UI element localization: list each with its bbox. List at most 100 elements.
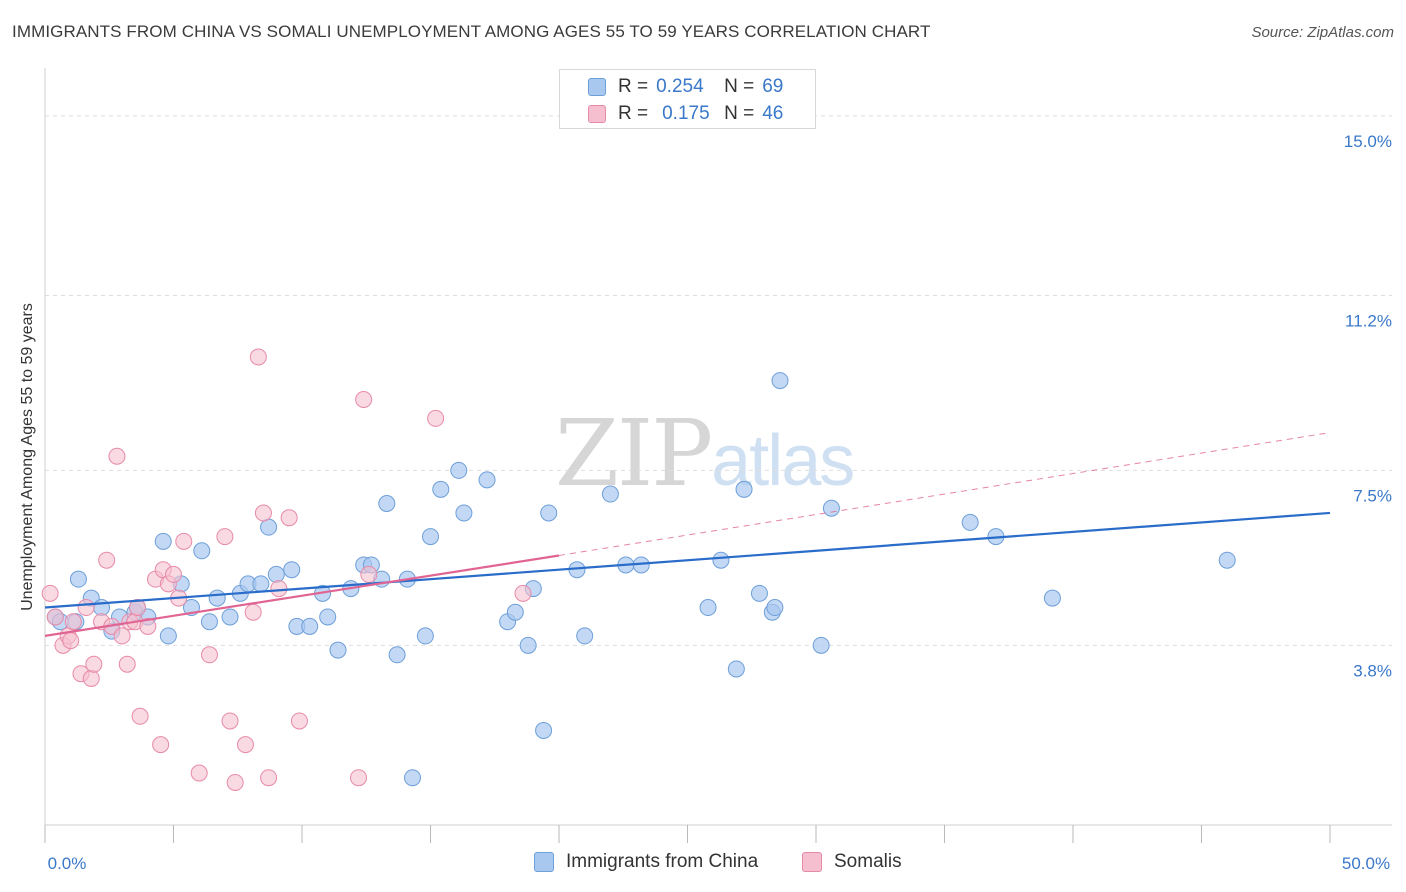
somali-trend-line bbox=[44, 554, 560, 637]
china-point bbox=[154, 532, 172, 550]
somali-point bbox=[108, 447, 126, 465]
legend-label-china: Immigrants from China bbox=[566, 851, 759, 872]
china-point bbox=[422, 528, 439, 546]
china-point bbox=[404, 769, 422, 787]
somali-point bbox=[216, 528, 234, 546]
somali-point bbox=[254, 504, 272, 522]
china-point bbox=[283, 561, 301, 579]
china-point bbox=[812, 636, 830, 654]
china-point bbox=[319, 608, 337, 626]
china-point bbox=[822, 499, 840, 517]
china-point bbox=[506, 603, 524, 621]
legend-row-somali: R = 0.175 N = 46 bbox=[588, 101, 783, 127]
china-point bbox=[208, 589, 226, 607]
china-swatch bbox=[534, 852, 554, 872]
china-point bbox=[267, 565, 285, 583]
somali-point bbox=[360, 565, 378, 583]
china-point bbox=[252, 575, 270, 593]
somali-point bbox=[118, 655, 136, 673]
somali-point bbox=[221, 712, 239, 730]
china-point bbox=[159, 627, 177, 645]
china-point bbox=[735, 480, 753, 498]
china-point bbox=[200, 613, 218, 631]
watermark-atlas: atlas bbox=[711, 421, 855, 501]
china-point bbox=[961, 513, 979, 531]
somali-point bbox=[190, 764, 208, 782]
legend-item-somali[interactable]: Somalis bbox=[802, 851, 902, 873]
china-point bbox=[416, 627, 434, 645]
y-axis-label: Unemployment Among Ages 55 to 59 years bbox=[19, 303, 36, 611]
somali-point bbox=[355, 390, 373, 408]
china-point bbox=[771, 372, 789, 390]
somali-swatch bbox=[802, 852, 822, 872]
somali-point bbox=[129, 599, 147, 617]
china-point bbox=[699, 599, 717, 617]
somali-point bbox=[85, 655, 103, 673]
china-point bbox=[766, 599, 784, 617]
somali-point bbox=[175, 532, 193, 550]
china-point bbox=[1218, 551, 1236, 569]
china-point bbox=[1043, 589, 1061, 607]
somali-point bbox=[46, 608, 64, 626]
somali-point bbox=[236, 736, 254, 754]
china-trend-line bbox=[44, 511, 1331, 609]
somali-point bbox=[165, 565, 182, 583]
china-point bbox=[69, 570, 87, 588]
somali-point bbox=[270, 580, 288, 598]
china-point bbox=[750, 584, 768, 602]
china-point bbox=[260, 518, 278, 536]
legend-label-somali: Somalis bbox=[834, 851, 902, 872]
china-point bbox=[601, 485, 619, 503]
somali-point bbox=[226, 773, 244, 791]
china-swatch bbox=[588, 78, 606, 96]
somali-point bbox=[427, 409, 445, 427]
china-point bbox=[329, 641, 347, 659]
china-point bbox=[221, 608, 239, 626]
somali-point bbox=[350, 769, 368, 787]
y-tick-label: 7.5% bbox=[1353, 486, 1392, 505]
china-point bbox=[193, 542, 211, 560]
somali-trend-extension bbox=[558, 432, 1331, 557]
source-label: Source: ZipAtlas.com bbox=[1251, 24, 1394, 41]
somali-point bbox=[152, 736, 170, 754]
china-point bbox=[727, 660, 745, 678]
china-point bbox=[455, 504, 473, 522]
china-point bbox=[540, 504, 558, 522]
somali-point bbox=[82, 669, 100, 687]
y-tick-label: 11.2% bbox=[1345, 311, 1392, 330]
n-label: N = bbox=[724, 103, 755, 124]
china-point bbox=[712, 551, 730, 569]
n-value: 46 bbox=[762, 103, 784, 124]
chart-title: IMMIGRANTS FROM CHINA VS SOMALI UNEMPLOY… bbox=[12, 22, 931, 41]
china-point bbox=[301, 617, 319, 635]
watermark: ZIPatlas bbox=[555, 400, 855, 507]
correlation-legend: R = 0.254 N = 69 R = 0.175 N = 46 bbox=[559, 69, 816, 129]
legend-row-china: R = 0.254 N = 69 bbox=[588, 74, 783, 100]
r-label: R = bbox=[618, 76, 649, 97]
somali-point bbox=[62, 632, 80, 650]
r-value: 0.254 bbox=[656, 76, 704, 97]
n-value: 69 bbox=[762, 76, 784, 97]
somali-point bbox=[41, 584, 59, 602]
china-point bbox=[388, 646, 406, 664]
somali-point bbox=[64, 613, 82, 631]
somali-point bbox=[249, 348, 267, 366]
china-point bbox=[519, 636, 537, 654]
somali-point bbox=[280, 509, 298, 527]
china-point bbox=[378, 495, 396, 513]
y-tick-label: 15.0% bbox=[1344, 132, 1392, 151]
somali-point bbox=[98, 551, 116, 569]
somali-point bbox=[200, 646, 218, 664]
somali-point bbox=[514, 584, 532, 602]
china-point bbox=[478, 471, 496, 489]
somali-point bbox=[260, 769, 278, 787]
china-point bbox=[450, 461, 468, 479]
somali-swatch bbox=[588, 105, 606, 123]
x-tick-label: 0.0% bbox=[48, 854, 87, 873]
china-point bbox=[576, 627, 594, 645]
legend-item-china[interactable]: Immigrants from China bbox=[534, 851, 758, 873]
somali-point bbox=[244, 603, 262, 621]
x-tick-label: 50.0% bbox=[1342, 854, 1390, 873]
somali-point bbox=[113, 627, 131, 645]
